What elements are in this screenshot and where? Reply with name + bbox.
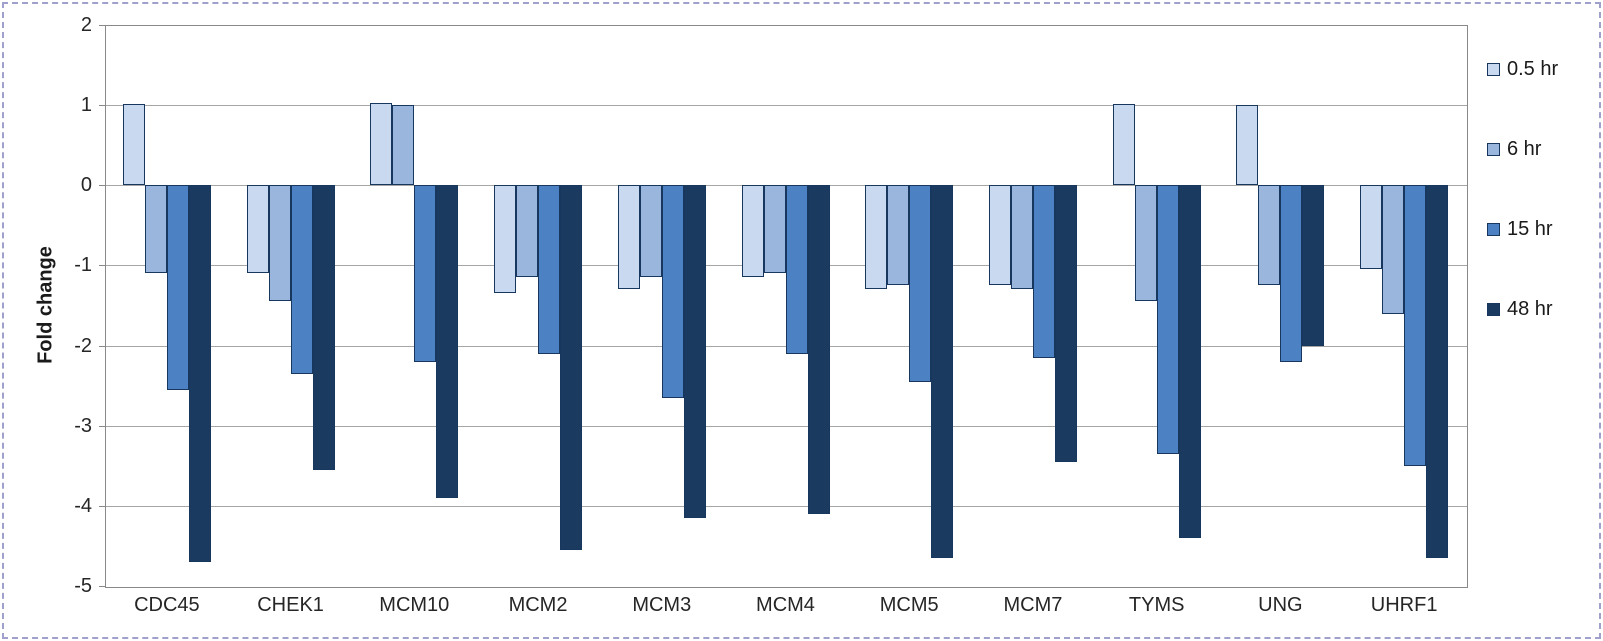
bar-mcm7-48hr (1054, 185, 1077, 462)
bar-tyms-48hr (1178, 185, 1201, 538)
y-tick-label: 2 (80, 14, 92, 36)
x-tick-label-uhrf1: UHRF1 (1370, 594, 1438, 616)
legend-item-15hr: 15 hr (1487, 218, 1553, 240)
legend-item-0.5hr: 0.5 hr (1487, 58, 1558, 80)
bar-mcm2-6hr (516, 185, 539, 278)
bar-mcm2-15hr (538, 185, 561, 354)
legend-label: 6 hr (1507, 138, 1542, 160)
bar-chek1-0.5hr (246, 185, 269, 274)
legend-label: 0.5 hr (1507, 58, 1559, 80)
y-tick-label: -3 (74, 414, 92, 437)
bar-ung-0.5hr (1236, 105, 1259, 186)
x-tick-label-tyms: TYMS (1128, 594, 1185, 616)
bar-mcm4-0.5hr (741, 185, 764, 278)
bar-mcm3-15hr (661, 185, 684, 398)
y-tick-mark (99, 505, 105, 507)
bar-mcm2-48hr (560, 185, 583, 550)
legend-swatch-icon (1487, 142, 1500, 156)
y-tick-label: 0 (80, 174, 92, 197)
y-tick-mark (99, 345, 105, 347)
y-tick-mark (99, 265, 105, 267)
bar-mcm5-0.5hr (865, 185, 888, 290)
bar-uhrf1-0.5hr (1360, 185, 1383, 270)
bar-mcm4-48hr (807, 185, 830, 514)
bar-mcm10-15hr (414, 185, 437, 362)
y-tick-label: -4 (74, 494, 92, 517)
gridline-y--4 (106, 505, 1467, 507)
x-tick-label-mcm3: MCM3 (632, 594, 692, 616)
y-tick-mark (99, 586, 105, 587)
bar-chek1-6hr (268, 185, 291, 302)
bar-mcm3-6hr (639, 185, 662, 278)
bar-chek1-48hr (312, 185, 335, 470)
bar-mcm10-48hr (436, 185, 459, 498)
x-tick-label-mcm10: MCM10 (379, 594, 450, 616)
bar-chek1-15hr (290, 185, 313, 374)
legend-label: 48 hr (1507, 298, 1553, 320)
x-tick-label-mcm5: MCM5 (879, 594, 939, 616)
bar-mcm5-48hr (931, 185, 954, 558)
bar-mcm7-0.5hr (988, 185, 1011, 286)
bar-mcm3-48hr (683, 185, 706, 518)
bar-ung-6hr (1258, 185, 1281, 286)
bar-mcm7-6hr (1010, 185, 1033, 290)
legend-label: 15 hr (1507, 218, 1553, 240)
bar-mcm3-0.5hr (617, 185, 640, 290)
y-tick-label: -5 (74, 575, 92, 597)
bar-mcm10-6hr (392, 105, 415, 186)
y-tick-mark (99, 25, 105, 26)
y-tick-mark (99, 425, 105, 427)
x-tick-label-ung: UNG (1258, 594, 1303, 616)
y-tick-label: -2 (74, 334, 92, 357)
x-tick-label-cdc45: CDC45 (134, 594, 200, 616)
y-tick-mark (99, 105, 105, 107)
bar-uhrf1-6hr (1382, 185, 1405, 314)
x-tick-label-mcm7: MCM7 (1003, 594, 1063, 616)
bar-tyms-6hr (1134, 185, 1157, 302)
bar-mcm10-0.5hr (370, 102, 393, 186)
bar-tyms-0.5hr (1112, 103, 1135, 186)
bar-cdc45-48hr (188, 185, 211, 562)
bar-mcm5-15hr (909, 185, 932, 382)
x-tick-label-mcm4: MCM4 (756, 594, 815, 616)
bar-mcm5-6hr (887, 185, 910, 286)
bar-ung-15hr (1280, 185, 1303, 362)
x-tick-label-mcm2: MCM2 (508, 594, 568, 616)
gridline-y--3 (106, 425, 1467, 427)
bar-uhrf1-15hr (1404, 185, 1427, 466)
bar-mcm7-15hr (1032, 185, 1055, 358)
bar-ung-48hr (1302, 185, 1325, 346)
bar-cdc45-6hr (144, 185, 167, 274)
bar-tyms-15hr (1156, 185, 1179, 454)
legend-item-48hr: 48 hr (1487, 298, 1553, 320)
legend-swatch-icon (1487, 222, 1500, 236)
y-tick-mark (99, 185, 105, 187)
bar-mcm2-0.5hr (494, 185, 517, 294)
x-tick-label-chek1: CHEK1 (257, 594, 324, 616)
legend-swatch-icon (1487, 62, 1500, 76)
bar-cdc45-15hr (166, 185, 189, 390)
bar-mcm4-15hr (785, 185, 808, 354)
legend-item-6hr: 6 hr (1487, 138, 1541, 160)
gridline-y-1 (106, 105, 1467, 107)
y-tick-label: -1 (74, 254, 92, 277)
legend-swatch-icon (1487, 302, 1500, 316)
bar-uhrf1-48hr (1426, 185, 1449, 558)
bar-cdc45-0.5hr (122, 103, 145, 186)
bar-mcm4-6hr (763, 185, 786, 274)
y-tick-label: 1 (80, 94, 92, 117)
